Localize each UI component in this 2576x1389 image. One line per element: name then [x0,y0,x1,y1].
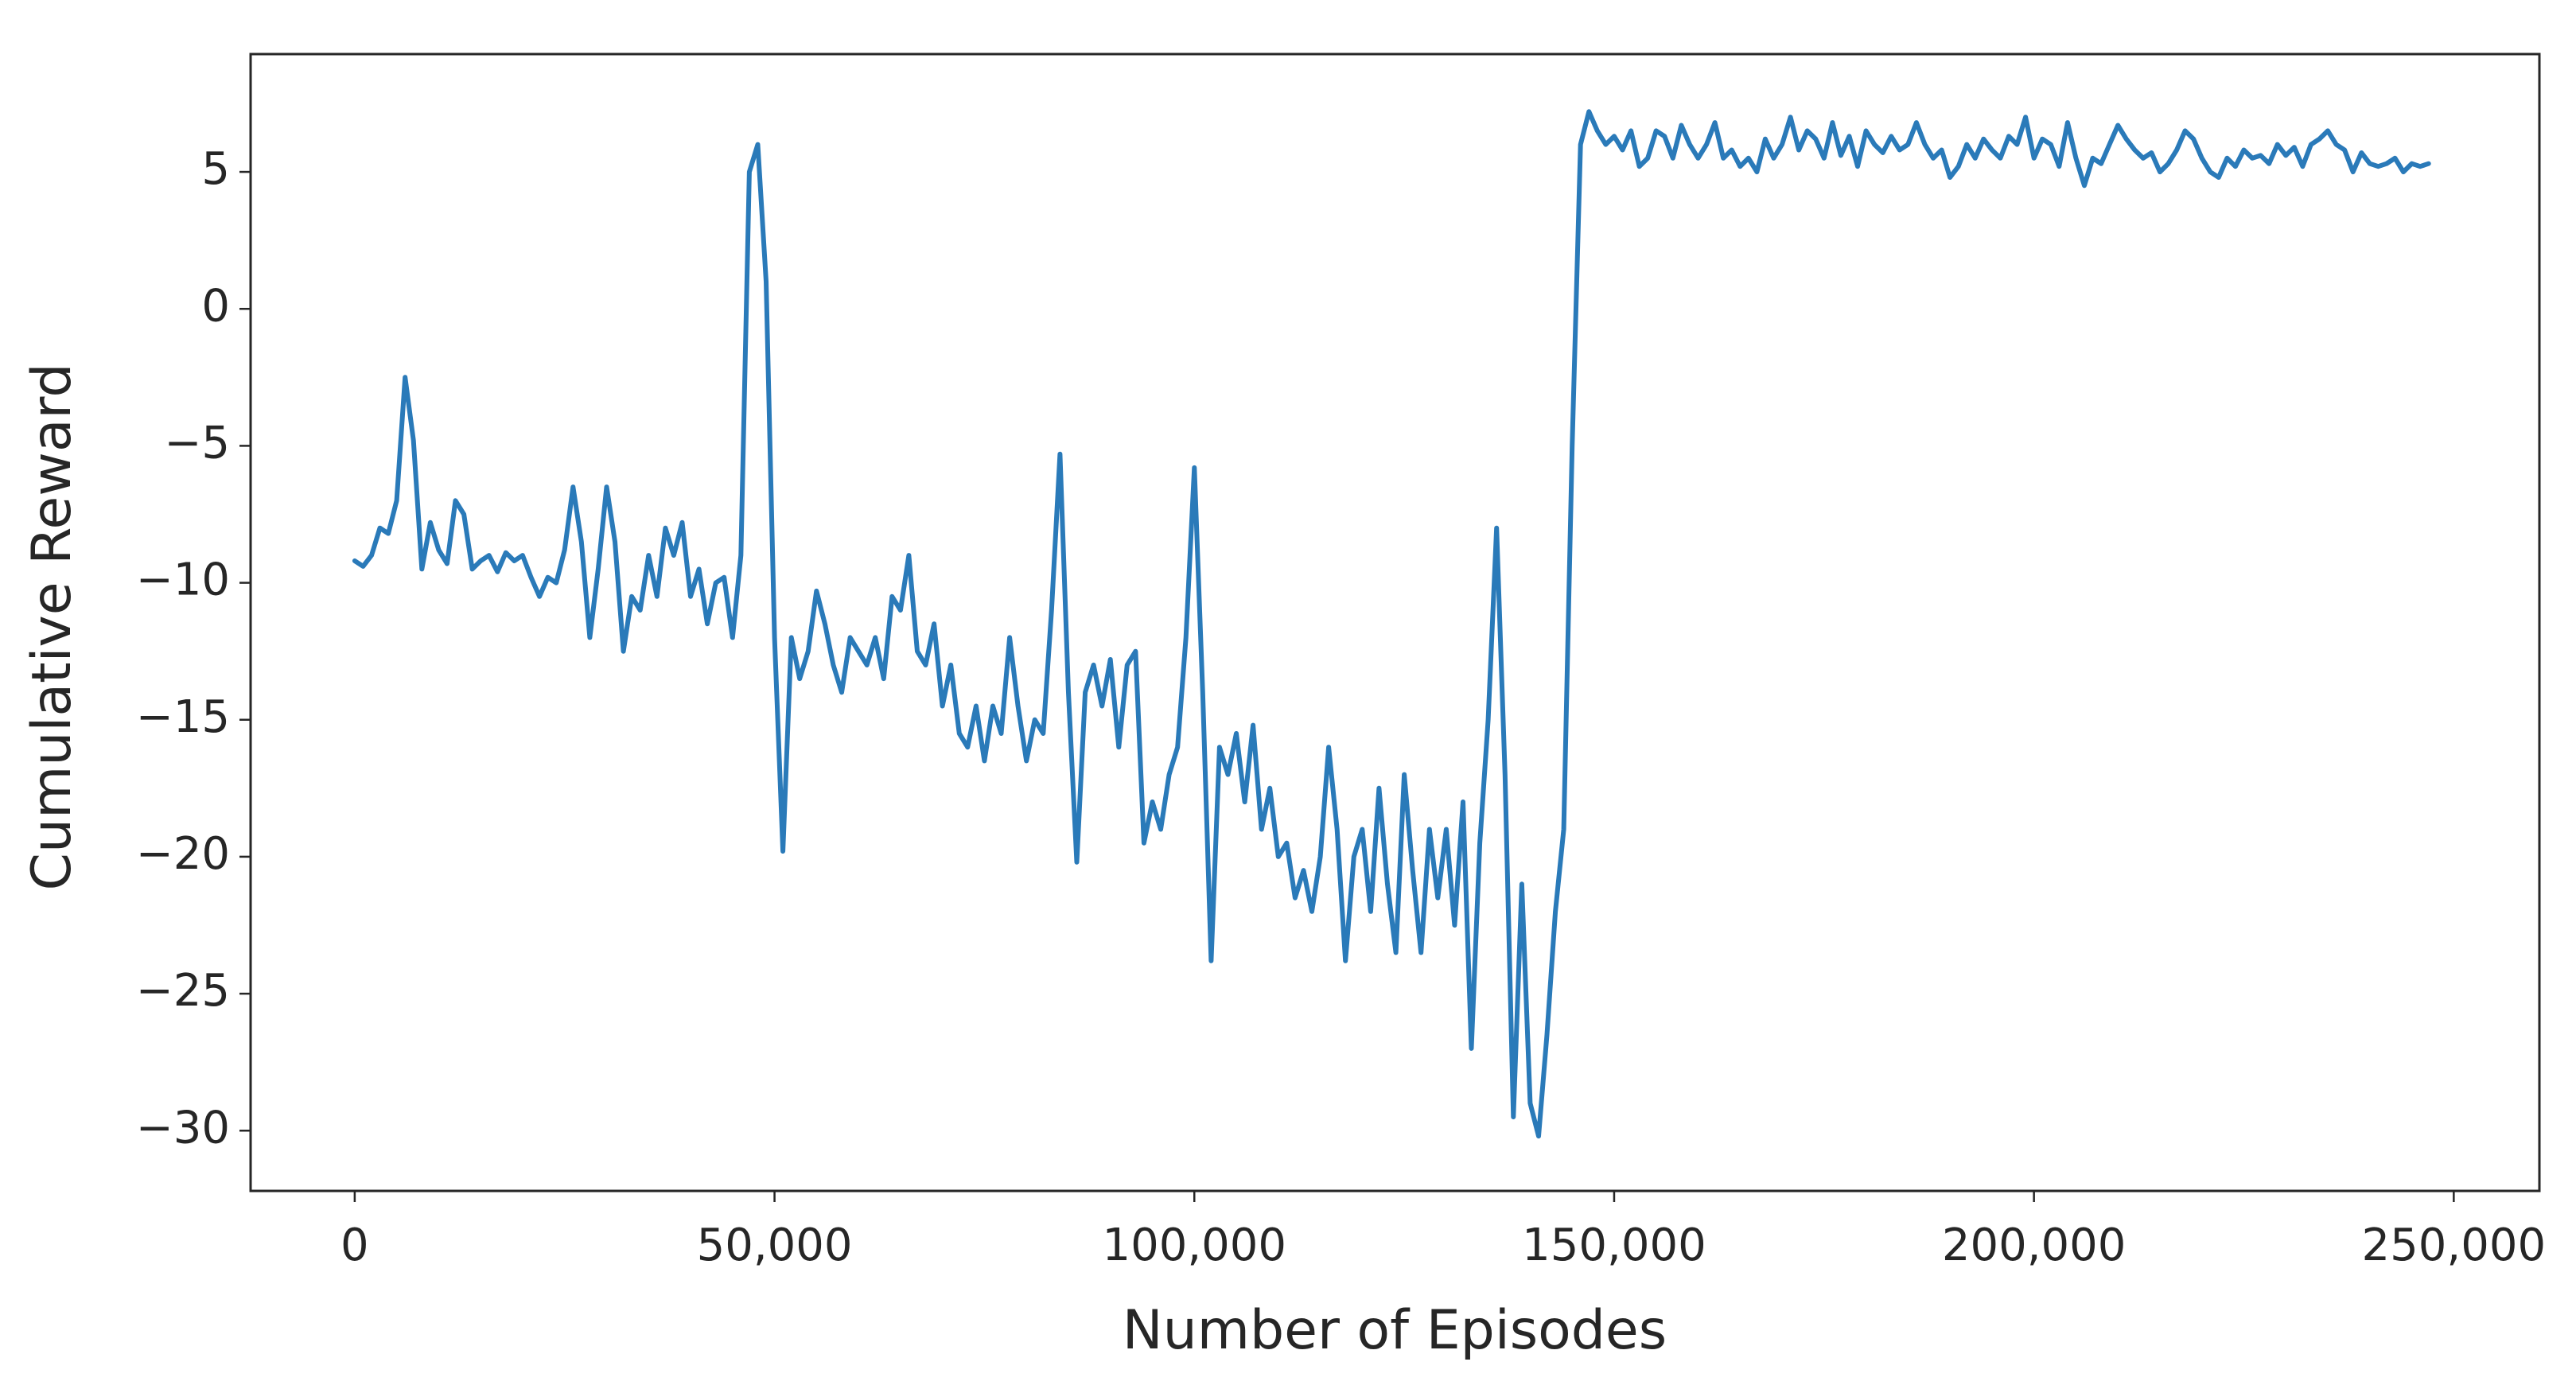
y-tick-label: −10 [136,554,230,606]
y-tick-label: −5 [164,418,230,469]
x-tick-label: 50,000 [697,1220,853,1271]
x-tick-label: 100,000 [1102,1220,1286,1271]
x-tick-label: 150,000 [1522,1220,1706,1271]
y-tick-label: −15 [136,691,230,743]
y-tick-label: 5 [201,143,230,195]
y-axis-label: Cumulative Reward [21,364,84,891]
y-tick-label: −20 [136,828,230,880]
x-axis-label: Number of Episodes [1123,1299,1667,1362]
y-tick-label: −30 [136,1102,230,1154]
plot-frame [249,53,2541,1193]
data-line [352,109,2431,1139]
y-tick-label: −25 [136,965,230,1017]
x-tick-label: 200,000 [1942,1220,2127,1271]
x-tick-label: 0 [340,1220,369,1271]
x-tick-label: 250,000 [2362,1220,2547,1271]
y-tick-label: 0 [201,280,230,332]
